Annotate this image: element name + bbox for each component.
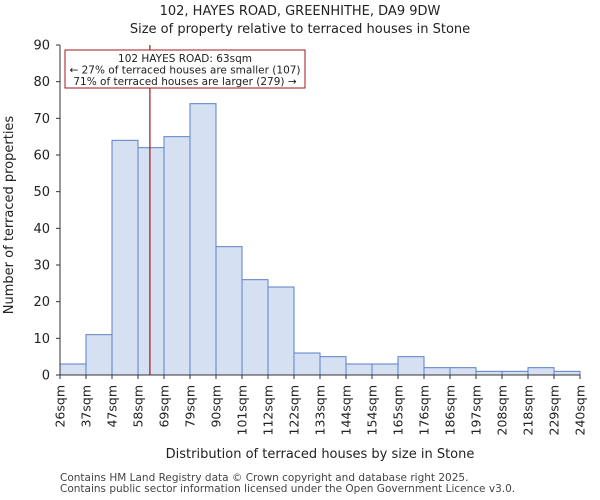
y-tick-label: 60 [33,149,50,164]
histogram-bar [527,367,555,376]
histogram-bar [319,356,347,376]
y-tick-label: 80 [33,75,50,90]
annotation-text: 102 HAYES ROAD: 63sqm [118,53,252,65]
x-tick-label: 101sqm [235,385,250,435]
x-tick-label: 58sqm [131,385,146,428]
y-tick-label: 70 [33,112,50,127]
histogram-bar [449,367,477,376]
histogram-bar [189,103,217,376]
x-axis-label: Distribution of terraced houses by size … [166,447,475,462]
y-tick-label: 0 [42,369,50,384]
x-tick-label: 218sqm [521,385,536,435]
x-tick-label: 144sqm [339,385,354,435]
x-tick-label: 69sqm [157,385,172,428]
x-tick-label: 37sqm [79,385,94,428]
histogram-bar [267,286,295,376]
histogram-bar [111,139,139,376]
x-tick-label: 79sqm [183,385,198,428]
x-tick-label: 47sqm [105,385,120,428]
footer-attribution: Contains HM Land Registry data © Crown c… [60,472,469,484]
y-tick-label: 20 [33,295,50,310]
x-tick-label: 229sqm [547,385,562,435]
chart-title: 102, HAYES ROAD, GREENHITHE, DA9 9DW [159,4,441,19]
annotation-text: ← 27% of terraced houses are smaller (10… [69,65,300,77]
x-tick-label: 90sqm [209,385,224,428]
x-tick-label: 240sqm [573,385,588,435]
chart-subtitle: Size of property relative to terraced ho… [129,22,471,37]
histogram-bar [397,356,425,376]
x-tick-label: 133sqm [313,385,328,435]
y-axis-label: Number of terraced properties [2,116,17,315]
histogram-bar [371,363,399,376]
histogram-bar [137,147,165,376]
y-tick-label: 30 [33,259,50,274]
x-tick-label: 208sqm [495,385,510,435]
x-tick-label: 197sqm [469,385,484,435]
y-tick-label: 50 [33,185,50,200]
histogram-bar [85,334,113,376]
x-tick-label: 154sqm [365,385,380,435]
x-tick-label: 26sqm [53,385,68,428]
histogram-bar [293,352,321,376]
histogram-bar [345,363,373,376]
histogram-bar [241,279,269,376]
y-tick-label: 90 [33,39,50,54]
histogram-bar [163,136,191,376]
annotation-box [64,49,306,89]
x-tick-label: 122sqm [287,385,302,435]
x-tick-label: 165sqm [391,385,406,435]
histogram-bar [423,367,451,376]
histogram-bar [553,370,581,376]
x-tick-label: 112sqm [261,385,276,435]
histogram-bar [215,246,243,376]
y-tick-label: 40 [33,222,50,237]
x-tick-label: 186sqm [443,385,458,435]
x-tick-label: 176sqm [417,385,432,435]
histogram-bar [59,363,87,376]
footer-licence: Contains public sector information licen… [60,483,516,495]
histogram-bar [475,370,503,376]
y-tick-label: 10 [33,332,50,347]
annotation-text: 71% of terraced houses are larger (279) … [73,76,296,88]
histogram-bar [501,370,529,376]
